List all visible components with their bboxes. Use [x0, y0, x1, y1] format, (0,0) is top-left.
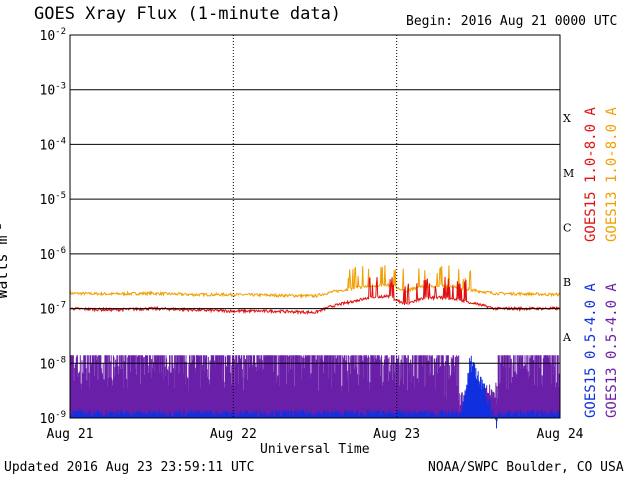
x-tick-labels: Aug 21 Aug 22 Aug 23 Aug 24 [47, 427, 584, 442]
y-tick-label: 10-9 [40, 410, 67, 427]
updated-timestamp: Updated 2016 Aug 23 23:59:11 UTC [4, 460, 255, 475]
plot-frame [69, 34, 561, 419]
y-tick-label: 10-4 [40, 136, 67, 153]
trace-goes13-long [69, 265, 561, 299]
legend-goes15-long: GOES15 1.0-8.0 A [583, 107, 599, 242]
legend-goes13-short: GOES13 0.5-4.0 A [604, 283, 620, 418]
x-axis-label: Universal Time [260, 442, 370, 457]
y-tick-label: 10-2 [40, 27, 67, 44]
credit-text: NOAA/SWPC Boulder, CO USA [428, 460, 624, 475]
y-tick-label: 10-8 [40, 355, 67, 372]
flare-class-label: B [563, 276, 571, 289]
page-title: GOES Xray Flux (1-minute data) [34, 4, 342, 24]
flare-class-label: C [563, 222, 571, 235]
x-tick-label: Aug 24 [537, 427, 584, 442]
x-tick-label: Aug 23 [373, 427, 420, 442]
flare-class-label: M [563, 167, 574, 180]
flare-class-label: X [563, 112, 571, 125]
y-tick-label: 10-6 [40, 246, 67, 263]
y-tick-labels: 10-9 10-8 10-7 10-6 10-5 10-4 10-3 10-2 [40, 27, 67, 427]
y-tick-label: 10-7 [40, 301, 67, 318]
begin-time: Begin: 2016 Aug 21 0000 UTC [406, 14, 618, 29]
flare-class-label: A [562, 331, 572, 344]
x-tick-label: Aug 22 [210, 427, 257, 442]
legend-goes15-short: GOES15 0.5-4.0 A [583, 283, 599, 418]
legend-goes13-long: GOES13 1.0-8.0 A [604, 107, 620, 242]
y-tick-label: 10-3 [40, 82, 67, 99]
chart-traces [69, 265, 561, 429]
y-tick-label: 10-5 [40, 191, 67, 208]
trace-goes15-long [69, 276, 561, 316]
flare-class-labels: A B C M X [562, 112, 574, 344]
x-tick-label: Aug 21 [47, 427, 94, 442]
